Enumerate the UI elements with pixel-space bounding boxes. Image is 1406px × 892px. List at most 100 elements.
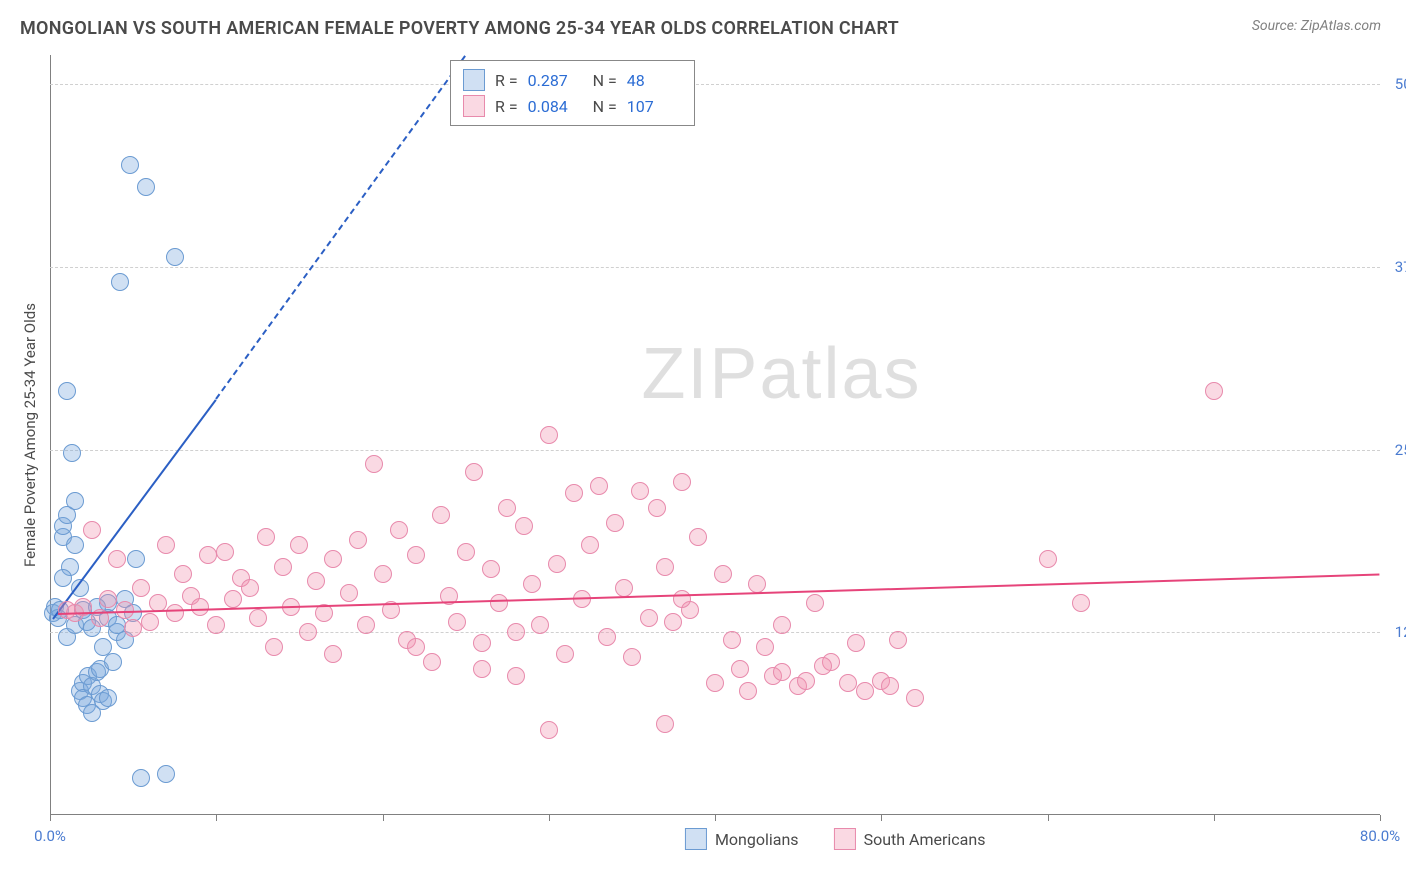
data-point [141, 613, 159, 631]
data-point [507, 623, 525, 641]
data-point [324, 550, 342, 568]
data-point [515, 517, 533, 535]
gridline [50, 450, 1380, 451]
data-point [299, 623, 317, 641]
data-point [390, 521, 408, 539]
data-point [111, 273, 129, 291]
swatch-mongolians [685, 828, 707, 850]
y-tick-label: 12.5% [1395, 623, 1406, 641]
legend-item-mongolians: Mongolians [685, 828, 799, 850]
x-tick [1214, 815, 1215, 821]
data-point [137, 178, 155, 196]
data-point [773, 663, 791, 681]
data-point [83, 521, 101, 539]
data-point [365, 455, 383, 473]
data-point [565, 484, 583, 502]
stats-row-south-americans: R = 0.084 N = 107 [463, 93, 682, 119]
data-point [340, 584, 358, 602]
data-point [66, 492, 84, 510]
data-point [748, 575, 766, 593]
data-point [241, 579, 259, 597]
data-point [664, 613, 682, 631]
data-point [814, 657, 832, 675]
data-point [540, 426, 558, 444]
data-point [448, 613, 466, 631]
legend: Mongolians South Americans [685, 828, 986, 850]
data-point [324, 645, 342, 663]
x-tick [1380, 815, 1381, 821]
data-point [307, 572, 325, 590]
data-point [881, 677, 899, 695]
data-point [99, 590, 117, 608]
data-point [54, 569, 72, 587]
data-point [540, 721, 558, 739]
data-point [174, 565, 192, 583]
swatch-south-americans [463, 95, 485, 117]
data-point [797, 672, 815, 690]
data-point [191, 598, 209, 616]
x-tick [715, 815, 716, 821]
x-tick [549, 815, 550, 821]
data-point [581, 536, 599, 554]
data-point [507, 667, 525, 685]
data-point [374, 565, 392, 583]
data-point [598, 628, 616, 646]
chart-header: MONGOLIAN VS SOUTH AMERICAN FEMALE POVER… [0, 0, 1406, 49]
data-point [856, 682, 874, 700]
data-point [689, 528, 707, 546]
x-tick [1048, 815, 1049, 821]
data-point [556, 645, 574, 663]
swatch-south-americans [834, 828, 856, 850]
data-point [673, 473, 691, 491]
data-point [207, 616, 225, 634]
data-point [640, 609, 658, 627]
stats-row-mongolians: R = 0.287 N = 48 [463, 67, 682, 93]
data-point [407, 638, 425, 656]
data-point [1039, 550, 1057, 568]
data-point [157, 765, 175, 783]
data-point [490, 594, 508, 612]
data-point [432, 506, 450, 524]
x-tick-label: 0.0% [34, 827, 66, 845]
data-point [531, 616, 549, 634]
data-point [357, 616, 375, 634]
data-point [457, 543, 475, 561]
data-point [756, 638, 774, 656]
x-tick [383, 815, 384, 821]
trend-line [215, 55, 466, 400]
correlation-stats-box: R = 0.287 N = 48 R = 0.084 N = 107 [450, 60, 695, 126]
gridline [50, 632, 1380, 633]
data-point [723, 631, 741, 649]
data-point [615, 579, 633, 597]
data-point [714, 565, 732, 583]
data-point [124, 619, 142, 637]
data-point [889, 631, 907, 649]
y-tick-label: 25.0% [1395, 441, 1406, 459]
data-point [423, 653, 441, 671]
x-tick [216, 815, 217, 821]
data-point [104, 653, 122, 671]
data-point [257, 528, 275, 546]
legend-item-south-americans: South Americans [834, 828, 986, 850]
data-point [656, 715, 674, 733]
data-point [906, 689, 924, 707]
data-point [407, 546, 425, 564]
data-point [1072, 594, 1090, 612]
scatter-plot: 12.5%25.0%37.5%50.0%0.0%80.0% [50, 55, 1380, 815]
data-point [132, 769, 150, 787]
data-point [673, 590, 691, 608]
data-point [132, 579, 150, 597]
data-point [847, 634, 865, 652]
x-tick [50, 815, 51, 821]
x-tick [881, 815, 882, 821]
data-point [274, 558, 292, 576]
data-point [590, 477, 608, 495]
data-point [349, 531, 367, 549]
data-point [58, 382, 76, 400]
data-point [63, 444, 81, 462]
chart-area: Female Poverty Among 25-34 Year Olds 12.… [50, 55, 1380, 815]
data-point [1205, 382, 1223, 400]
data-point [473, 634, 491, 652]
data-point [623, 648, 641, 666]
gridline [50, 84, 1380, 85]
